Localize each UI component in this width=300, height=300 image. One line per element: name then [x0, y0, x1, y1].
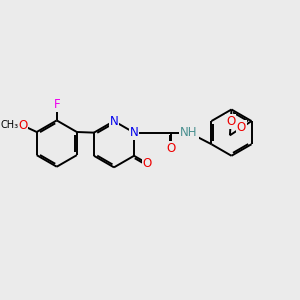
- Text: O: O: [226, 116, 235, 128]
- Text: O: O: [167, 142, 176, 155]
- Text: N: N: [110, 115, 118, 128]
- Text: O: O: [143, 157, 152, 170]
- Text: O: O: [18, 119, 27, 132]
- Text: CH₃: CH₃: [0, 121, 18, 130]
- Text: F: F: [53, 98, 60, 111]
- Text: NH: NH: [180, 126, 198, 139]
- Text: N: N: [130, 126, 138, 139]
- Text: O: O: [236, 122, 246, 134]
